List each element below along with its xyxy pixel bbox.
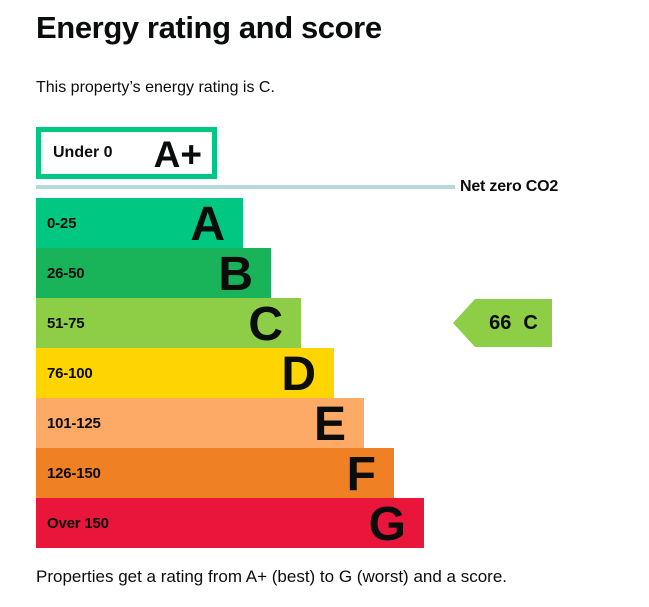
rating-pointer-shape bbox=[453, 299, 552, 347]
net-zero-line bbox=[36, 185, 455, 189]
rating-explanation-text: Properties get a rating from A+ (best) t… bbox=[36, 567, 508, 586]
left-arrow-icon bbox=[453, 299, 552, 347]
band-letter: A bbox=[190, 198, 225, 251]
band-row-b: 26-50 B bbox=[36, 248, 271, 301]
band-range-label: 0-25 bbox=[47, 214, 77, 232]
rating-pointer-text: 66 C bbox=[475, 299, 552, 347]
band-range-label: 126-150 bbox=[47, 464, 101, 482]
band-range-label: 51-75 bbox=[47, 314, 85, 332]
band-letter: G bbox=[368, 498, 406, 551]
band-row-a: 0-25 A bbox=[36, 198, 243, 251]
page-title: Energy rating and score bbox=[36, 10, 382, 45]
rating-band-value: C bbox=[523, 311, 538, 334]
band-letter: A+ bbox=[153, 133, 202, 175]
band-letter: B bbox=[218, 248, 253, 301]
net-zero-label: Net zero CO2 bbox=[460, 178, 559, 195]
band-range-label: 101-125 bbox=[47, 414, 101, 432]
band-range-label: 76-100 bbox=[47, 364, 93, 382]
band-range-label: Under 0 bbox=[53, 144, 113, 161]
band-letter: E bbox=[313, 398, 346, 451]
band-row-a-plus: Under 0 A+ bbox=[36, 127, 217, 179]
band-row-e: 101-125 E bbox=[36, 398, 364, 451]
band-row-c: 51-75 C bbox=[36, 298, 301, 351]
energy-rating-bands: 0-25 A 26-50 B 51-75 C 76-100 D 101-125 … bbox=[36, 198, 424, 551]
rating-summary-text: This property’s energy rating is C. bbox=[36, 79, 275, 96]
band-row-f: 126-150 F bbox=[36, 448, 394, 501]
band-letter: F bbox=[346, 448, 376, 501]
rating-pointer: 66 C bbox=[453, 299, 552, 347]
band-letter: D bbox=[281, 348, 316, 401]
band-row-d: 76-100 D bbox=[36, 348, 334, 401]
band-range-label: Over 150 bbox=[47, 514, 109, 532]
band-range-label: 26-50 bbox=[47, 264, 85, 282]
rating-score-value: 66 bbox=[489, 311, 512, 334]
band-row-g: Over 150 G bbox=[36, 498, 424, 551]
band-letter: C bbox=[248, 298, 283, 351]
